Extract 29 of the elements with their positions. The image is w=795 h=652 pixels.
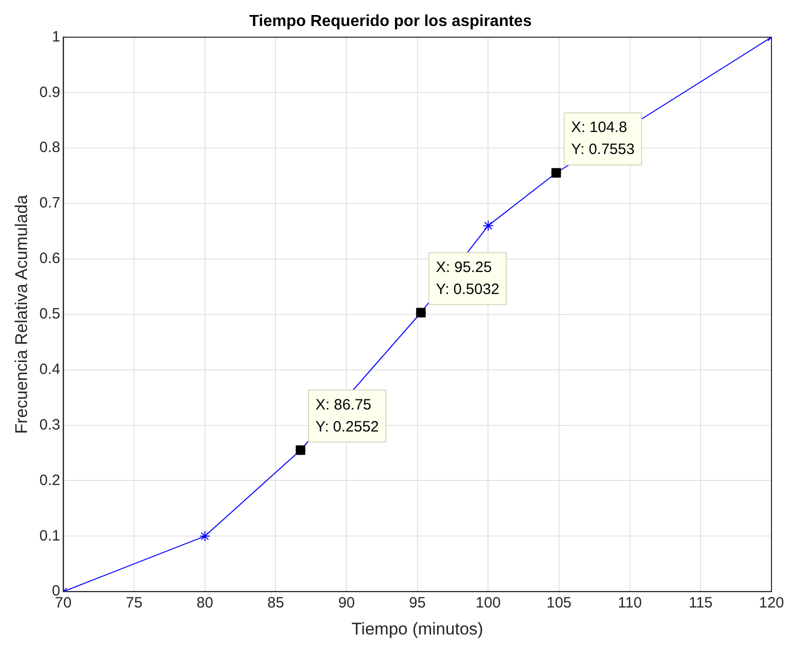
x-tick-label: 75 [126,594,142,612]
x-tick-label: 120 [758,594,784,612]
annotation: X: 95.25 Y: 0.5032 [436,258,500,298]
y-tick-label: 0.4 [39,360,60,378]
y-tick-label: 0.6 [39,250,60,268]
annotation: X: 104.8 Y: 0.7553 [571,119,635,158]
x-tick-label: 100 [476,594,501,612]
y-tick-label: 0.3 [39,416,60,434]
x-tick-label: 90 [338,594,355,612]
x-tick-label: 110 [618,594,642,612]
y-tick-label: 0.7 [39,194,60,212]
x-tick-label: 105 [546,594,572,612]
x-tick-label: 80 [196,594,214,612]
y-tick-label: 0.8 [39,139,60,156]
chart-title: Tiempo Requerido por los aspirantes [249,13,532,30]
y-tick-label: 1 [52,28,60,46]
y-axis-title: Frecuencia Relativa Acumulada [12,194,31,434]
y-tick-label: 0.9 [39,84,60,101]
x-tick-label: 85 [267,594,284,612]
y-tick-label: 0.2 [39,472,60,489]
x-tick-label: 95 [409,594,426,612]
x-axis-title: Tiempo (minutos) [352,619,484,638]
y-tick-label: 0.5 [39,306,60,323]
annotation: X: 86.75 Y: 0.2552 [316,396,379,436]
point [482,220,494,232]
x-tick-label: 70 [54,594,72,612]
x-tick-label: 115 [688,594,713,612]
y-tick-label: 0.1 [39,527,60,544]
point [199,530,210,542]
